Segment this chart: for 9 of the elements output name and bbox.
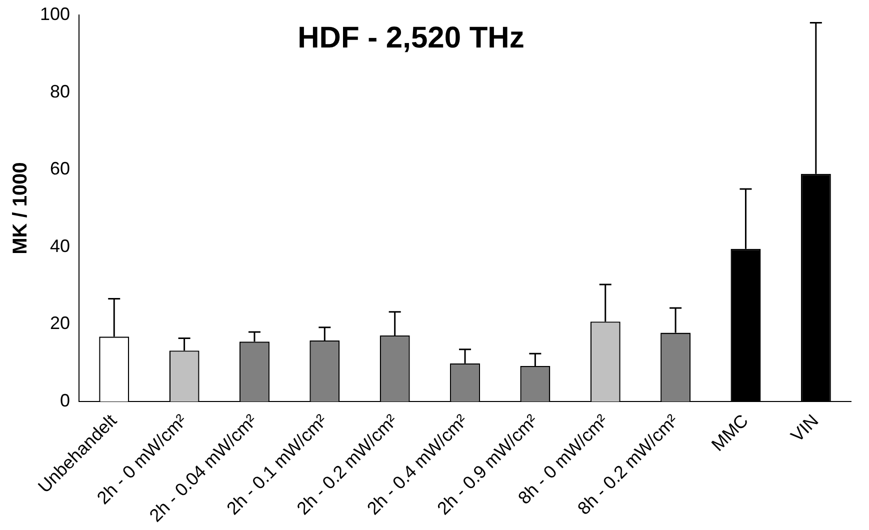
x-tick-label: VIN (786, 410, 822, 446)
y-tick-label: 40 (50, 236, 70, 256)
y-tick-label: 100 (40, 4, 70, 24)
y-tick-label: 0 (60, 390, 70, 411)
y-tick-label: 60 (50, 158, 70, 179)
y-axis-title: MK / 1000 (10, 162, 32, 254)
chart-title: HDF - 2,520 THz (298, 21, 524, 54)
y-tick-label: 80 (50, 81, 70, 102)
y-tick-label: 20 (50, 313, 70, 334)
